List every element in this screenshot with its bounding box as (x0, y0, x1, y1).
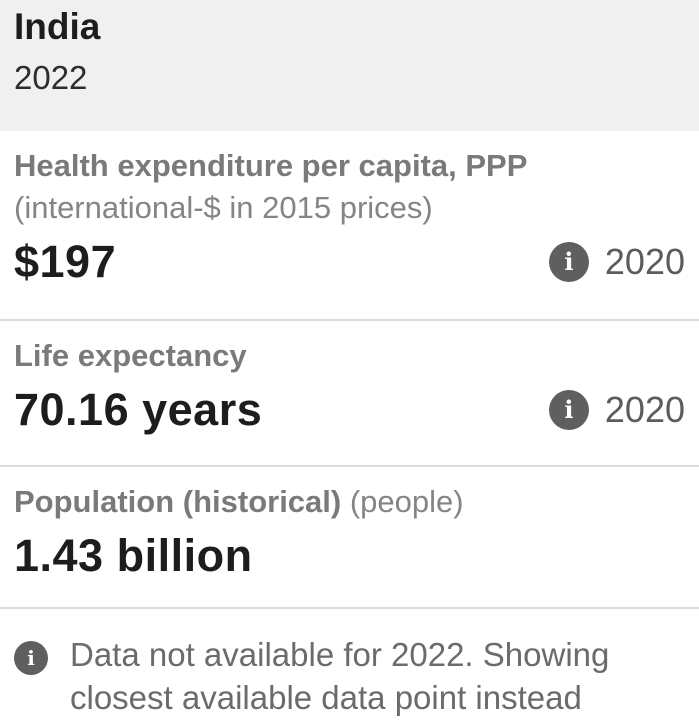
metric-life-expectancy: Life expectancy 70.16 years i 2020 (0, 321, 699, 467)
metric-title: Health expenditure per capita, PPP (inte… (14, 145, 685, 229)
metric-unit: (international-$ in 2015 prices) (14, 190, 433, 225)
metric-title: Life expectancy (14, 335, 685, 377)
metric-time-label: 2020 (604, 241, 685, 282)
metric-unit: (people) (349, 484, 464, 519)
metric-value-row: 1.43 billion (14, 529, 685, 583)
metric-population: Population (historical) (people) 1.43 bi… (0, 467, 699, 609)
info-icon[interactable]: i (548, 242, 589, 282)
metric-title: Population (historical) (people) (14, 481, 685, 523)
info-icon[interactable]: i (548, 390, 589, 430)
metric-health-expenditure: Health expenditure per capita, PPP (inte… (0, 131, 699, 321)
country-name: India (14, 6, 101, 47)
note-text: Data not available for 2022. Showing clo… (70, 636, 610, 716)
info-icon: i (14, 641, 48, 675)
metric-value: 1.43 billion (14, 530, 253, 581)
metric-name: Population (historical) (14, 484, 342, 519)
metric-value: 70.16 years (14, 384, 263, 435)
tooltip-header: India 2022 (0, 0, 699, 131)
metric-name: Health expenditure per capita, PPP (14, 148, 528, 183)
metric-value-row: $197 i 2020 (14, 235, 685, 289)
data-availability-note: i Data not available for 2022. Showing c… (0, 609, 699, 719)
metric-value: $197 (14, 236, 117, 287)
metric-time: i 2020 (548, 383, 685, 437)
metric-time-label: 2020 (604, 389, 685, 430)
metric-value-row: 70.16 years i 2020 (14, 383, 685, 437)
metric-name: Life expectancy (14, 338, 247, 373)
metric-time: i 2020 (548, 235, 685, 289)
selected-year: 2022 (14, 59, 88, 96)
